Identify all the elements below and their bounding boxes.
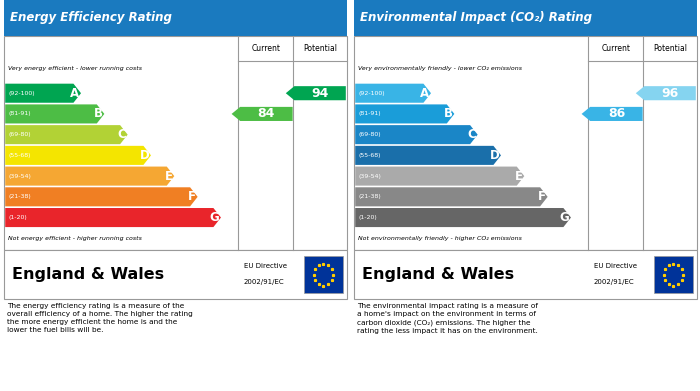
Text: D: D [489,149,499,162]
Bar [354,36,696,250]
Text: (55-68): (55-68) [358,153,381,158]
Text: A: A [70,87,79,100]
Polygon shape [355,104,454,124]
Text: 84: 84 [258,108,275,120]
Polygon shape [355,146,501,165]
Text: (69-80): (69-80) [358,132,382,137]
Text: (92-100): (92-100) [8,91,35,96]
Polygon shape [5,104,104,124]
Polygon shape [5,125,127,144]
Bar [304,256,343,293]
Text: Not energy efficient - higher running costs: Not energy efficient - higher running co… [8,236,141,241]
Text: (1-20): (1-20) [8,215,27,220]
Polygon shape [355,125,477,144]
Text: (21-38): (21-38) [8,194,32,199]
Bar [4,0,346,36]
Polygon shape [5,208,221,227]
Bar [4,36,346,250]
Text: England & Wales: England & Wales [12,267,164,282]
Text: B: B [94,108,103,120]
Text: (39-54): (39-54) [358,174,382,179]
Polygon shape [582,107,643,121]
Text: (39-54): (39-54) [8,174,32,179]
Polygon shape [5,84,81,103]
Text: C: C [467,128,476,141]
Bar [654,256,693,293]
Text: D: D [139,149,149,162]
Text: A: A [420,87,429,100]
Polygon shape [636,86,696,100]
Text: 86: 86 [608,108,625,120]
Bar [354,0,696,36]
Text: (1-20): (1-20) [358,215,377,220]
Text: Very energy efficient - lower running costs: Very energy efficient - lower running co… [8,66,141,71]
Text: C: C [117,128,126,141]
Bar [4,250,346,299]
Text: Current: Current [601,44,631,53]
Text: 96: 96 [662,87,679,100]
Text: The environmental impact rating is a measure of
a home's impact on the environme: The environmental impact rating is a mea… [357,303,538,334]
Text: Not environmentally friendly - higher CO₂ emissions: Not environmentally friendly - higher CO… [358,236,522,241]
Text: Very environmentally friendly - lower CO₂ emissions: Very environmentally friendly - lower CO… [358,66,522,71]
Text: 94: 94 [312,87,329,100]
Text: EU Directive: EU Directive [244,263,286,269]
Text: F: F [188,190,196,203]
Polygon shape [232,107,293,121]
Polygon shape [355,167,524,186]
Text: England & Wales: England & Wales [362,267,514,282]
Polygon shape [286,86,346,100]
Text: Environmental Impact (CO₂) Rating: Environmental Impact (CO₂) Rating [360,11,592,25]
Text: E: E [164,170,173,183]
Text: Energy Efficiency Rating: Energy Efficiency Rating [10,11,172,25]
Text: Potential: Potential [303,44,337,53]
Text: Current: Current [251,44,281,53]
Text: E: E [514,170,523,183]
Polygon shape [355,84,431,103]
Text: G: G [209,211,219,224]
Polygon shape [355,208,571,227]
Text: (55-68): (55-68) [8,153,31,158]
Polygon shape [355,187,547,206]
Text: B: B [444,108,453,120]
Text: (81-91): (81-91) [8,111,32,117]
Polygon shape [5,167,174,186]
Text: G: G [559,211,569,224]
Text: EU Directive: EU Directive [594,263,636,269]
Polygon shape [5,187,197,206]
Polygon shape [5,146,151,165]
Text: (69-80): (69-80) [8,132,32,137]
Bar [354,250,696,299]
Text: Potential: Potential [653,44,687,53]
Text: (21-38): (21-38) [358,194,382,199]
Text: The energy efficiency rating is a measure of the
overall efficiency of a home. T: The energy efficiency rating is a measur… [7,303,192,333]
Text: F: F [538,190,546,203]
Text: (92-100): (92-100) [358,91,385,96]
Text: (81-91): (81-91) [358,111,382,117]
Text: 2002/91/EC: 2002/91/EC [594,279,634,285]
Text: 2002/91/EC: 2002/91/EC [244,279,284,285]
